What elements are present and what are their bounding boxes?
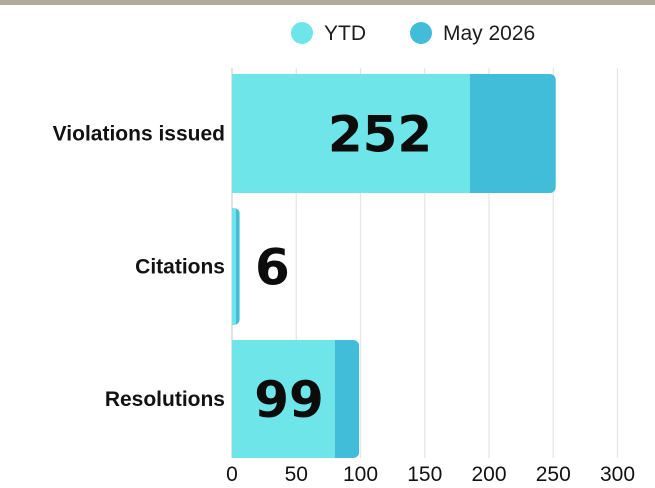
x-tick-label: 150 xyxy=(407,463,442,486)
x-tick-label: 100 xyxy=(343,463,378,486)
category-label: Violations issued xyxy=(53,123,225,146)
legend-swatch xyxy=(410,22,432,44)
data-label: 252 xyxy=(328,106,432,164)
bar-segment xyxy=(235,208,240,325)
top-border-strip xyxy=(0,0,655,5)
bar-segment xyxy=(232,208,236,325)
x-tick-label: 300 xyxy=(600,463,635,486)
x-tick-label: 0 xyxy=(226,463,238,486)
x-tick-label: 50 xyxy=(285,463,308,486)
legend-swatch xyxy=(291,22,313,44)
legend-label: May 2026 xyxy=(443,22,535,45)
value-labels: 252 6 99 xyxy=(254,106,432,430)
data-label: 6 xyxy=(255,239,290,297)
x-tick-labels: 0 50 100 150 200 250 300 xyxy=(226,463,635,486)
x-tick-label: 250 xyxy=(536,463,571,486)
bars xyxy=(232,74,556,458)
category-label: Citations xyxy=(135,256,225,279)
category-labels: Violations issued Citations Resolutions xyxy=(53,123,225,412)
legend: YTD May 2026 xyxy=(291,22,535,45)
category-label: Resolutions xyxy=(105,388,225,411)
bar-segment xyxy=(334,340,360,458)
bar-segment xyxy=(232,74,470,193)
data-label: 99 xyxy=(254,371,324,429)
x-tick-label: 200 xyxy=(471,463,506,486)
bar-segment xyxy=(469,74,556,193)
legend-label: YTD xyxy=(324,22,366,45)
bar-segment xyxy=(232,340,335,458)
